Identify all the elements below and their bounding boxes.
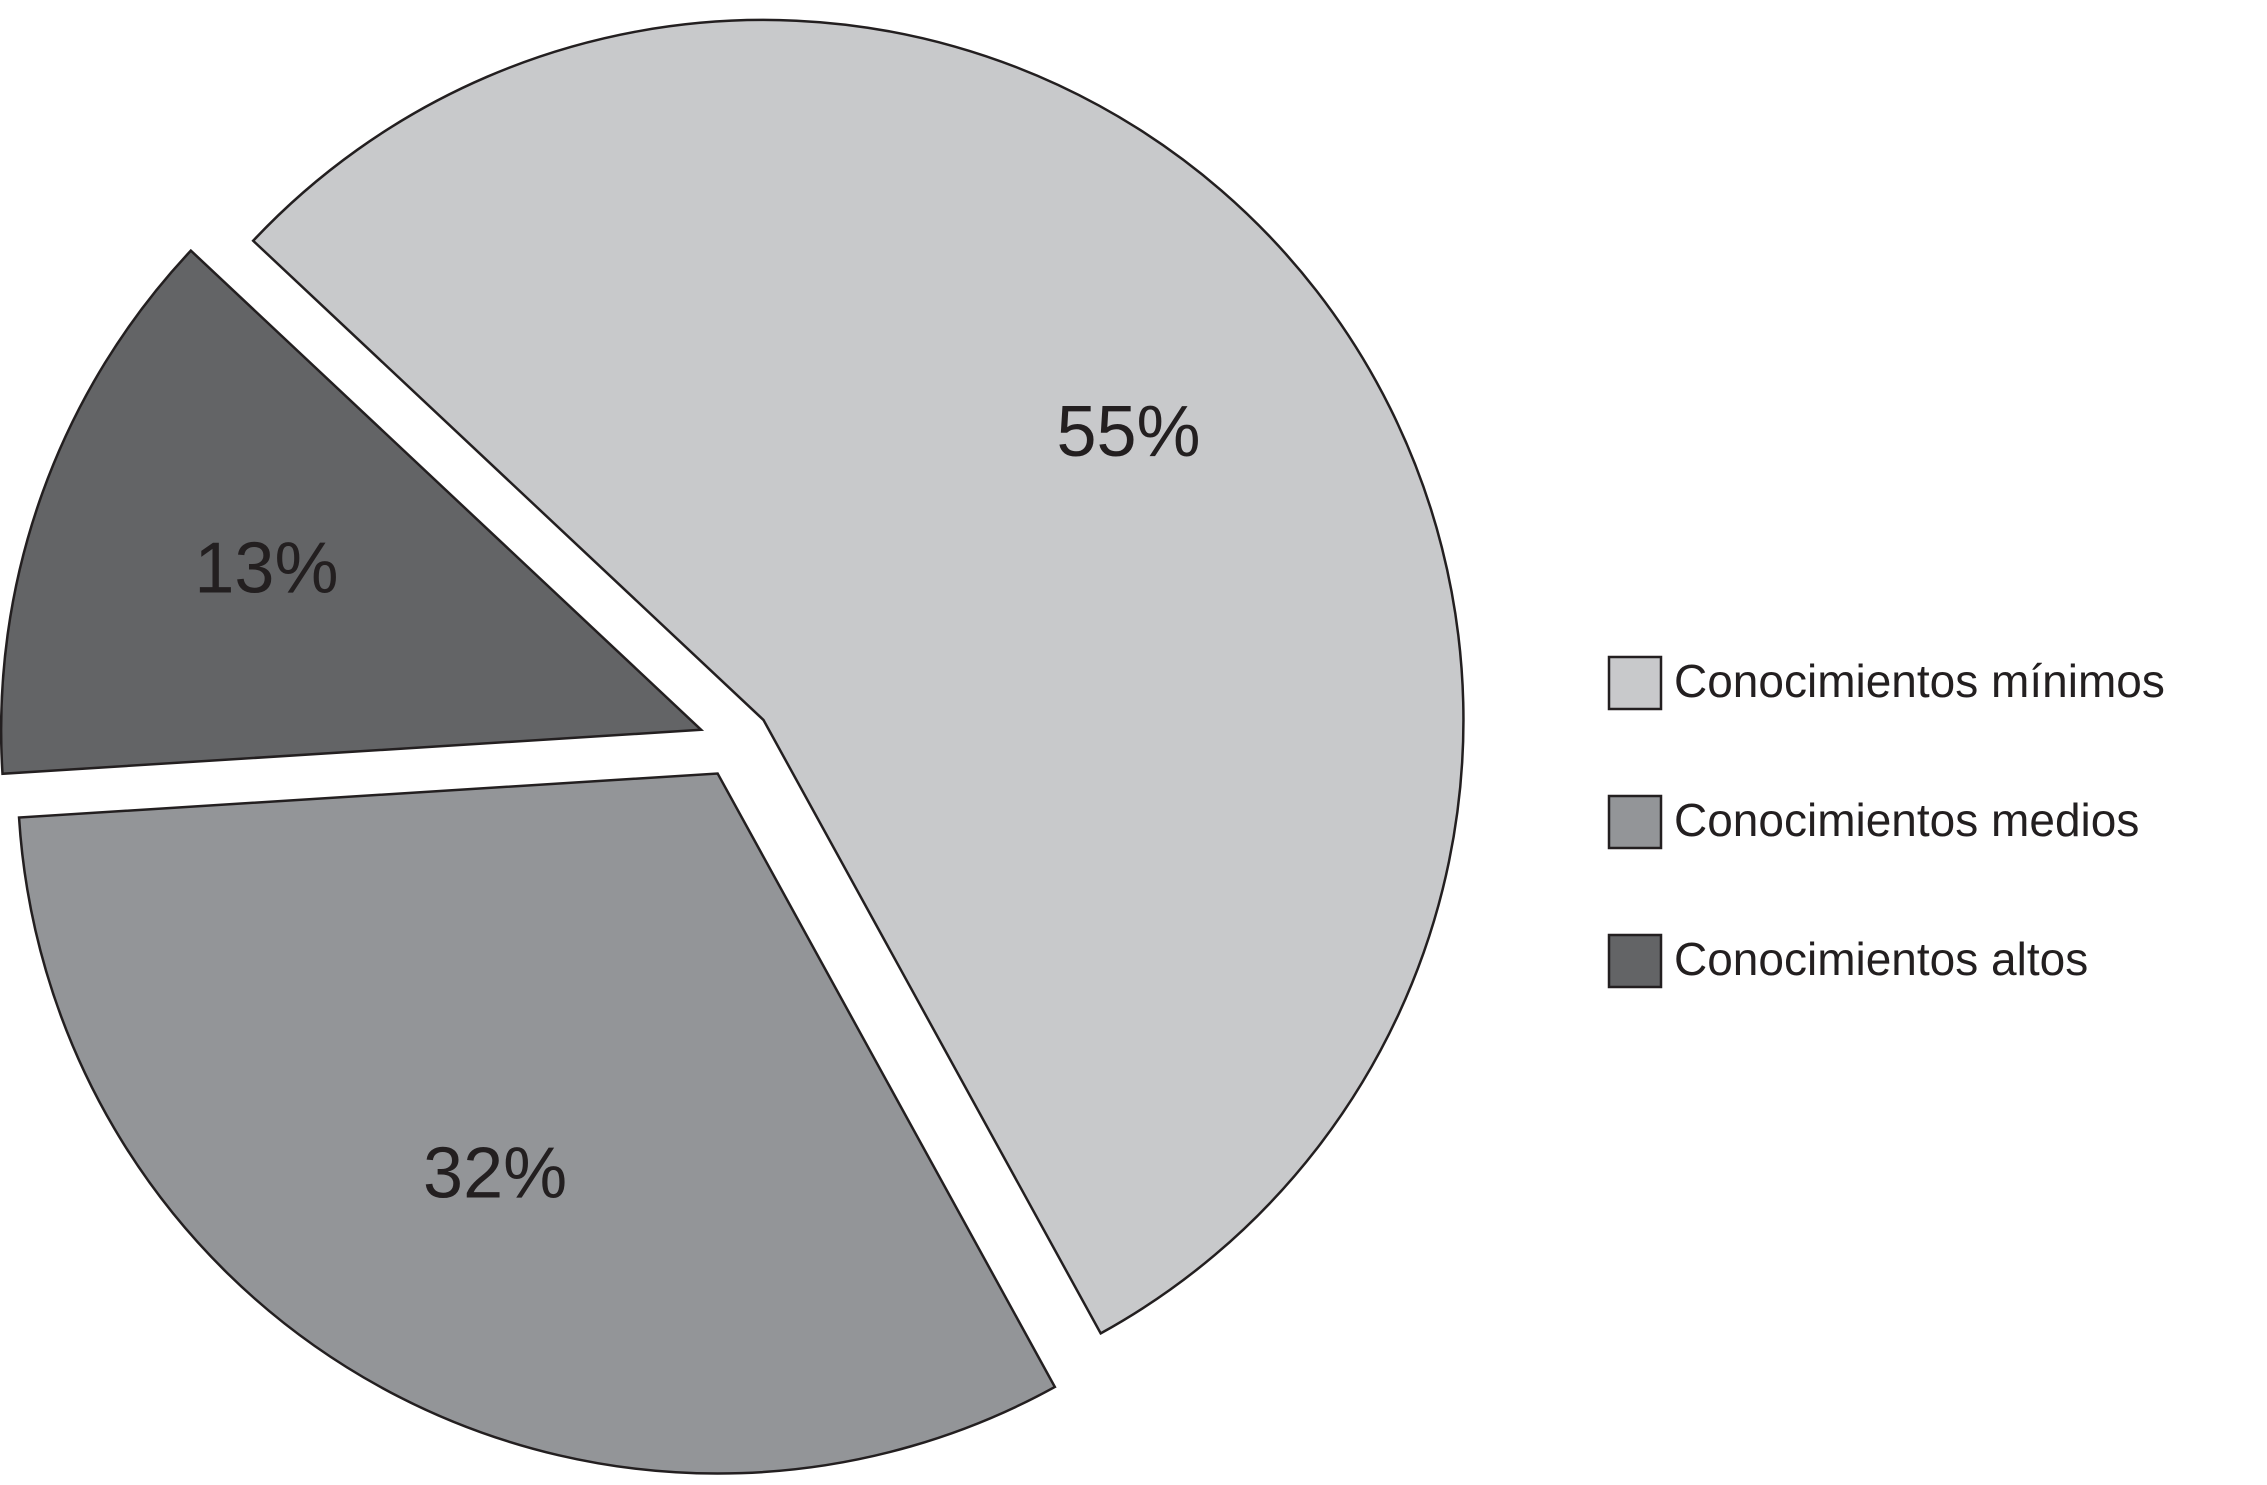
legend-label: Conocimientos altos (1674, 933, 2088, 985)
legend-label: Conocimientos mínimos (1674, 655, 2165, 707)
legend-swatch (1607, 655, 1663, 711)
data-label: 32% (423, 1133, 567, 1213)
pie-slice (0, 248, 705, 776)
legend-swatch (1607, 794, 1663, 850)
legend-swatch (1607, 933, 1663, 989)
data-label: 13% (194, 528, 338, 608)
pie-slice (17, 772, 1057, 1475)
data-label: 55% (1056, 392, 1200, 472)
legend-label: Conocimientos medios (1674, 794, 2139, 846)
pie-slice (251, 18, 1465, 1336)
